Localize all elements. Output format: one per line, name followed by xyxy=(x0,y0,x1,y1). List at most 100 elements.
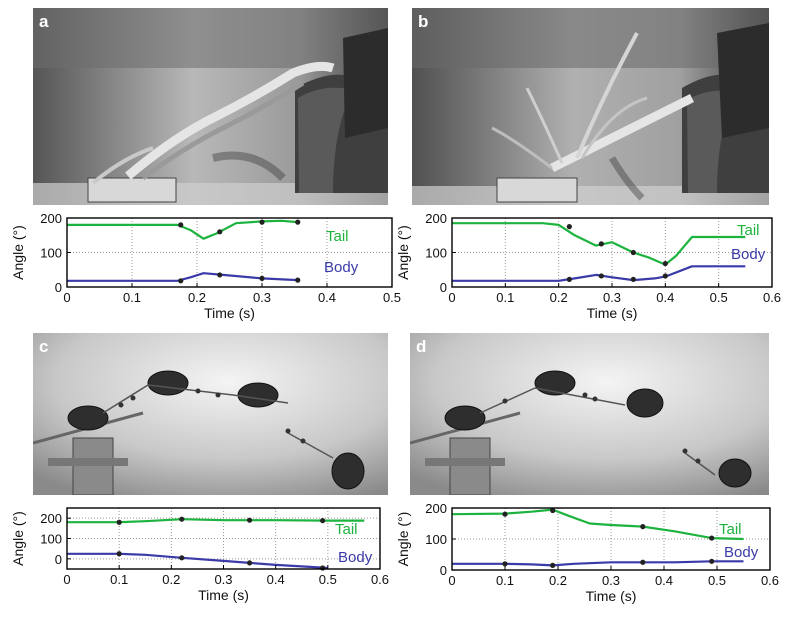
data-marker-tail xyxy=(598,241,604,247)
series-label-tail: Tail xyxy=(719,521,742,538)
data-marker-body xyxy=(662,273,668,279)
x-tick-label: 0.3 xyxy=(253,290,271,305)
photo-a-lizard-leap: a xyxy=(33,8,388,205)
x-tick-label: 0.2 xyxy=(550,290,568,305)
chart-c: Tail Body 0 0.1 0.2 0.3 0.4 0.5 0.6 0 100 200 Time (… xyxy=(0,498,803,628)
x-axis-label: Time (s) xyxy=(587,305,638,321)
chart-b: Tail Body 0 0.1 0.2 0.3 0.4 0.5 0.6 0 100 200 Time (… xyxy=(0,210,803,340)
y-tick-label: 200 xyxy=(425,501,447,516)
x-tick-label: 0.1 xyxy=(123,290,141,305)
x-tick-label: 0 xyxy=(448,573,455,588)
x-tick-label: 0.4 xyxy=(267,572,285,587)
chart-d: Tail Body 0 0.1 0.2 0.3 0.4 0.5 0.6 0 100 200 Time (… xyxy=(0,498,803,628)
data-marker-tail xyxy=(179,516,185,522)
y-tick-label: 200 xyxy=(425,211,447,226)
data-marker-tail xyxy=(320,518,326,524)
y-tick-label: 100 xyxy=(40,532,62,547)
photo-b-lizard-leap: b xyxy=(412,8,769,205)
data-marker-body xyxy=(709,558,715,564)
data-marker-body xyxy=(179,555,185,561)
series-line-tail xyxy=(67,518,365,524)
series-label-body: Body xyxy=(324,259,359,276)
x-tick-label: 0.1 xyxy=(110,572,128,587)
y-tick-label: 0 xyxy=(440,280,447,295)
x-tick-label: 0 xyxy=(63,290,70,305)
chart-a: Tail Body 0 0.1 0.2 0.3 0.4 0.5 0 100 200 Time (s) A… xyxy=(0,210,803,340)
x-tick-label: 0.2 xyxy=(549,573,567,588)
data-marker-tail xyxy=(709,535,715,541)
series-line-body xyxy=(67,552,328,570)
data-marker-tail xyxy=(295,219,301,225)
data-marker-body xyxy=(295,277,301,283)
series-label-body: Body xyxy=(724,544,759,561)
data-marker-body xyxy=(630,276,636,283)
x-axis-label: Time (s) xyxy=(198,587,249,603)
x-tick-label: 0.3 xyxy=(602,573,620,588)
chart-svg-b: Tail Body 0 0.1 0.2 0.3 0.4 0.5 0.6 0 100 200 Time (… xyxy=(395,211,781,321)
x-tick-label: 0.4 xyxy=(655,573,673,588)
data-marker-tail xyxy=(630,249,636,256)
series-line-body xyxy=(452,560,744,567)
series-label-tail: Tail xyxy=(335,521,358,538)
data-marker-body xyxy=(640,559,646,565)
x-tick-label: 0 xyxy=(63,572,70,587)
y-tick-label: 100 xyxy=(425,246,447,261)
data-marker-tail xyxy=(640,524,646,530)
x-axis-label: Time (s) xyxy=(586,588,637,604)
data-marker-tail xyxy=(178,222,184,228)
chart-svg-c: Tail Body 0 0.1 0.2 0.3 0.4 0.5 0.6 0 100 200 Time (… xyxy=(10,507,389,603)
y-tick-label: 0 xyxy=(440,563,447,578)
data-marker-body xyxy=(566,276,572,283)
data-marker-body xyxy=(246,560,253,566)
data-marker-body xyxy=(550,562,556,568)
data-marker-body xyxy=(217,272,223,278)
x-tick-label: 0.3 xyxy=(214,572,232,587)
data-marker-body xyxy=(598,273,604,279)
y-axis-label: Angle (°) xyxy=(395,512,411,567)
data-marker-tail xyxy=(259,219,265,225)
x-axis-label: Time (s) xyxy=(204,305,255,321)
x-tick-label: 0.6 xyxy=(371,572,389,587)
x-tick-label: 0.2 xyxy=(162,572,180,587)
y-tick-label: 100 xyxy=(40,246,62,261)
data-marker-tail xyxy=(217,229,223,235)
photo-c-robot-leap: c xyxy=(33,333,388,495)
data-marker-tail xyxy=(550,507,556,514)
x-tick-label: 0.5 xyxy=(708,573,726,588)
data-marker-tail xyxy=(116,519,122,525)
data-marker-tail xyxy=(566,224,572,230)
x-tick-label: 0.1 xyxy=(496,290,514,305)
panel-letter-b: b xyxy=(418,12,429,31)
x-tick-label: 0.1 xyxy=(496,573,514,588)
x-tick-label: 0.5 xyxy=(383,290,401,305)
panel-letter-a: a xyxy=(39,12,49,31)
chart-svg-d: Tail Body 0 0.1 0.2 0.3 0.4 0.5 0.6 0 100 200 Time (… xyxy=(395,501,779,604)
x-tick-label: 0.5 xyxy=(319,572,337,587)
x-tick-label: 0.6 xyxy=(763,290,781,305)
data-marker-body xyxy=(259,275,265,281)
panel-letter-d: d xyxy=(416,337,427,356)
series-label-tail: Tail xyxy=(326,228,349,245)
data-marker-tail xyxy=(662,260,668,267)
x-tick-label: 0.4 xyxy=(318,290,336,305)
data-marker-tail xyxy=(502,511,508,517)
series-line-body xyxy=(452,265,746,282)
data-marker-body xyxy=(502,561,508,567)
data-marker-tail xyxy=(246,517,253,523)
y-tick-label: 0 xyxy=(55,280,62,295)
x-tick-label: 0.3 xyxy=(603,290,621,305)
y-tick-label: 200 xyxy=(40,211,62,226)
data-marker-body xyxy=(116,551,122,557)
y-tick-label: 100 xyxy=(425,532,447,547)
x-tick-label: 0 xyxy=(448,290,455,305)
series-line-tail xyxy=(452,222,746,266)
series-label-body: Body xyxy=(731,246,766,263)
x-tick-label: 0.2 xyxy=(188,290,206,305)
y-tick-label: 0 xyxy=(55,552,62,567)
series-label-tail: Tail xyxy=(737,222,760,239)
x-tick-label: 0.5 xyxy=(710,290,728,305)
series-line-tail xyxy=(451,508,744,541)
y-axis-label: Angle (°) xyxy=(10,511,26,566)
data-marker-body xyxy=(178,278,184,284)
series-label-body: Body xyxy=(338,549,373,566)
